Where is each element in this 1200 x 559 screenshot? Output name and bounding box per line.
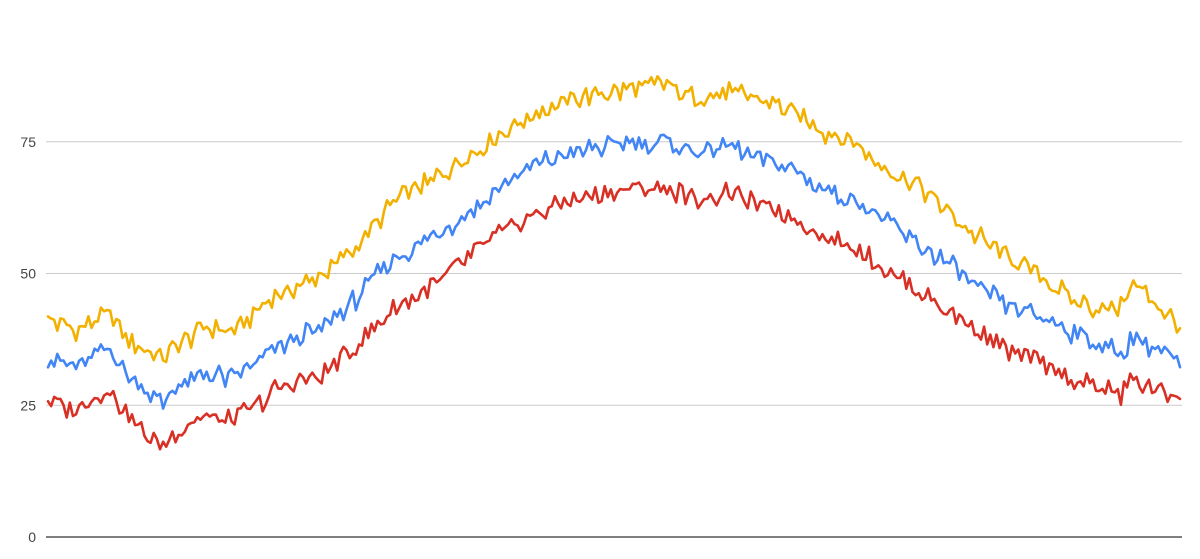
y-tick-label-25: 25 [20,397,36,413]
series-line-3 [46,180,1182,451]
series-line-2 [46,133,1182,410]
series-layer [46,75,1182,451]
grid-layer [46,141,1182,406]
y-tick-label-75: 75 [20,134,36,150]
y-tick-label-0: 0 [28,529,36,545]
y-tick-label-50: 50 [20,266,36,282]
axis-layer: 0 25 50 75 [20,134,1182,545]
series-line-1 [46,75,1182,364]
